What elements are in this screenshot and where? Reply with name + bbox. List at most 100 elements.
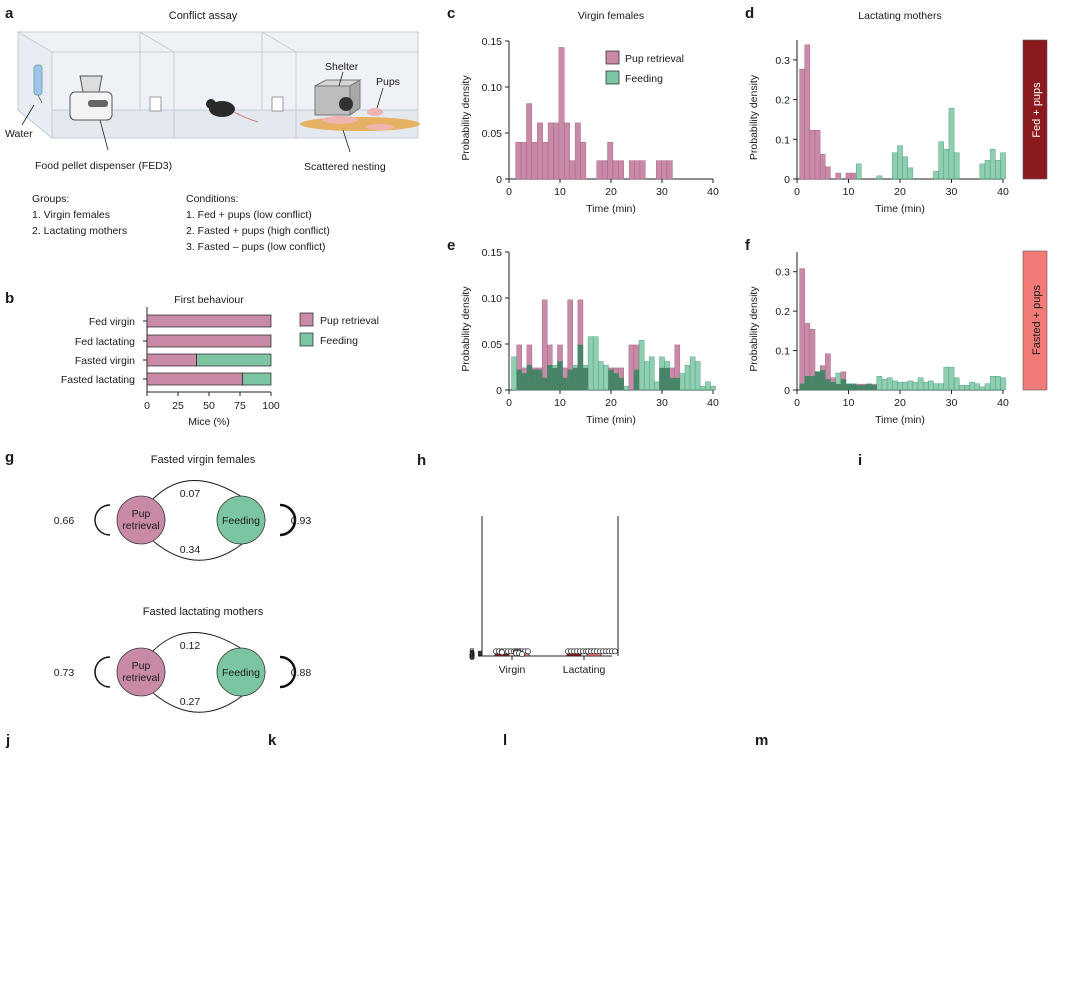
groups-title: Groups: (32, 193, 69, 205)
hist-bar-pup-retrieval (537, 122, 543, 180)
hist-bar-feeding (886, 377, 893, 391)
hist-bar-pup-retrieval (520, 141, 527, 180)
hist-bar-pup-retrieval (553, 122, 560, 180)
hist-bar-overlap (825, 379, 831, 390)
transition-diagram-virgin: Fasted virgin females Pup retrieval Feed… (54, 454, 312, 561)
hist-bar-pup-retrieval (601, 160, 608, 180)
hist-bar-feeding (953, 377, 960, 391)
panel-label-m: m (755, 732, 768, 749)
hist-bar-pup-retrieval (799, 68, 805, 180)
hist-bar-feeding (964, 385, 970, 391)
hist-bar-feeding (684, 364, 691, 391)
data-point (519, 651, 525, 658)
chart-title: Lactating mothers (858, 10, 941, 22)
hist-bar-feeding (700, 386, 706, 391)
hist-bar-feeding (587, 336, 594, 391)
x-tick-label: 40 (707, 186, 719, 198)
panel-label-d: d (745, 5, 754, 22)
hist-bar-feeding (892, 380, 898, 391)
hist-bar-overlap (552, 367, 558, 390)
hist-bar-overlap (633, 369, 640, 390)
hist-bar-pup-retrieval (574, 122, 581, 180)
panel-label-f: f (745, 237, 751, 254)
hist-bar-pup-retrieval (655, 160, 662, 180)
hist-bar-pup-retrieval (541, 299, 548, 391)
node-pup-retrieval (116, 647, 166, 697)
hist-bar-overlap (835, 384, 841, 390)
hist-bar-feeding (989, 149, 996, 180)
x-axis-label: Time (min) (875, 414, 925, 426)
hist-bar-feeding (933, 383, 939, 391)
bar-pup-retrieval (146, 314, 272, 328)
bar-pup-retrieval (146, 334, 272, 348)
diagram-title: Fasted lactating mothers (143, 606, 264, 618)
node-a-label-2: retrieval (122, 520, 159, 532)
y-tick-label: 0 (784, 385, 790, 397)
hist-bar-pup-retrieval (661, 160, 668, 180)
bar-feeding (242, 372, 272, 386)
x-tick-label: 40 (997, 397, 1009, 409)
hist-bar-overlap (608, 369, 614, 390)
y-tick-label: 4 (469, 647, 475, 659)
prob-self-feeding: 0.93 (291, 515, 312, 527)
node-a-label-1: Pup (132, 660, 151, 672)
panel-a: a Conflict assay (5, 5, 420, 253)
hist-bar-overlap (582, 367, 589, 390)
x-tick-label: 40 (707, 397, 719, 409)
x-tick-label: 40 (997, 186, 1009, 198)
hist-bar-pup-retrieval (531, 141, 538, 180)
hist-bar-feeding (995, 160, 1001, 180)
arrow-retrieval-to-feeding (152, 539, 248, 561)
node-b-label: Feeding (222, 515, 260, 527)
label-shelter: Shelter (325, 61, 359, 73)
node-a-label-1: Pup (132, 508, 151, 520)
prob-self-retrieval: 0.66 (54, 515, 75, 527)
chart-d: Lactating mothers 0 0.1 0.2 0.3 0 10 20 30 40 Time… (748, 10, 1009, 215)
chart-b-title: First behaviour (174, 294, 244, 306)
arrow-feeding-to-retrieval (152, 480, 246, 500)
x-axis-label: Time (min) (586, 414, 636, 426)
hist-bar-pup-retrieval (580, 141, 587, 180)
self-loop-retrieval (94, 656, 111, 688)
legend-label: Pup retrieval (625, 53, 684, 65)
hist-bar-feeding (897, 145, 903, 180)
data-point (525, 648, 531, 655)
y-axis-label: Probability density (748, 286, 760, 372)
hist-bar-pup-retrieval (819, 154, 826, 180)
hist-bar-feeding (694, 361, 701, 391)
y-tick-label: 0 (469, 651, 475, 663)
hist-bar-pup-retrieval (804, 44, 811, 180)
hist-bar-overlap (659, 367, 665, 390)
y-tick-label: 0.2 (775, 306, 790, 318)
condition-2: 2. Fasted + pups (high conflict) (186, 225, 330, 237)
side-label-fed: Fed + pups (1022, 39, 1048, 180)
y-axis-label: Probability density (460, 75, 472, 161)
panel-label-b: b (5, 290, 14, 307)
panel-label-j: j (5, 732, 10, 749)
panel-label-a: a (5, 5, 14, 22)
y-axis-label: Probability density (748, 74, 760, 160)
condition-1: 1. Fed + pups (low conflict) (186, 209, 312, 221)
hist-bar-overlap (547, 365, 553, 390)
hist-bar-feeding (643, 361, 650, 391)
hist-bar-overlap (531, 369, 538, 390)
hist-bar-overlap (840, 379, 846, 390)
hist-bar-feeding (654, 381, 660, 391)
hist-bar-pup-retrieval (618, 160, 624, 180)
hist-bar-feeding (881, 379, 888, 391)
hist-bar-pup-retrieval (564, 122, 570, 180)
x-tick-label: 0 (506, 397, 512, 409)
x-tick-label: 75 (234, 400, 246, 412)
hist-bar-feeding (592, 336, 599, 391)
label-dispenser: Food pellet dispenser (FED3) (35, 160, 172, 172)
hist-bar-feeding (876, 376, 883, 391)
hist-bar-feeding (705, 381, 711, 391)
y-tick-label: 0.3 (775, 55, 790, 67)
hist-bar-overlap (526, 365, 532, 390)
hist-bar-overlap (815, 371, 821, 390)
prob-feeding-to-retrieval: 0.07 (180, 488, 201, 500)
hist-bar-pup-retrieval (526, 103, 533, 180)
y-tick-label: 5 (469, 646, 475, 658)
hist-bar-overlap (861, 385, 867, 390)
hist-bar-overlap (799, 383, 805, 390)
